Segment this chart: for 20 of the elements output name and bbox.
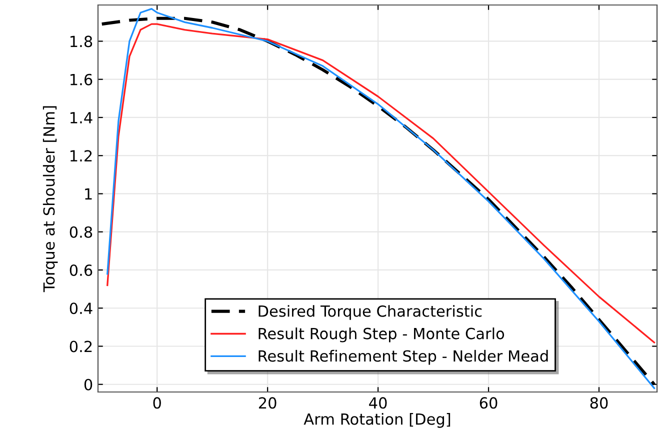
y-tick-label: 1.4: [70, 112, 92, 124]
y-tick-label: 1: [85, 188, 92, 200]
x-tick-label: 0: [153, 397, 161, 409]
y-tick-label: 0.2: [70, 340, 92, 352]
y-axis-title: Torque at Shoulder [Nm]: [42, 106, 58, 292]
legend-label: Result Rough Step - Monte Carlo: [258, 327, 504, 342]
y-tick-label: 1.8: [70, 36, 92, 48]
y-tick-label: 0.4: [70, 302, 92, 314]
y-tick-label: 0: [84, 378, 92, 390]
y-tick-label: 0.8: [70, 226, 92, 238]
legend-label: Result Refinement Step - Nelder Mead: [258, 350, 548, 365]
legend-label: Desired Torque Characteristic: [258, 305, 482, 320]
x-tick-label: 40: [369, 397, 387, 409]
y-tick-label: 1.6: [70, 74, 92, 86]
y-tick-label: 1.2: [70, 150, 92, 162]
x-tick-label: 80: [590, 397, 608, 409]
x-tick-label: 60: [480, 397, 498, 409]
x-tick-label: 20: [258, 397, 276, 409]
x-axis-title: Arm Rotation [Deg]: [304, 413, 450, 428]
y-tick-label: 0.6: [70, 264, 92, 276]
